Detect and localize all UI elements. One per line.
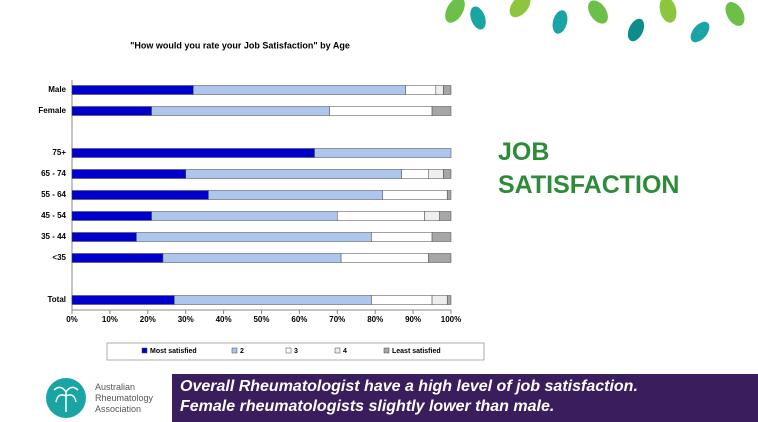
bar-segment — [71, 253, 164, 263]
x-tick-label: 20% — [140, 315, 156, 324]
banner: Overall Rheumatologist have a high level… — [172, 374, 758, 422]
legend-swatch — [334, 347, 341, 354]
logo-line: Australian — [95, 382, 136, 392]
bar-segment — [193, 85, 406, 95]
bar-segment — [71, 190, 209, 200]
leaf — [690, 21, 710, 43]
bar-segment — [371, 295, 433, 305]
bar-segment — [136, 232, 372, 242]
x-tick-label: 60% — [291, 315, 307, 324]
bar-segment — [405, 85, 437, 95]
y-tick-label: <35 — [52, 253, 66, 262]
x-tick-label: 70% — [329, 315, 345, 324]
y-tick-label: Female — [38, 106, 66, 115]
leaf — [725, 2, 745, 26]
bar-segment — [71, 295, 175, 305]
banner-line: Female rheumatologists slightly lower th… — [180, 398, 555, 415]
bar-segment — [208, 190, 384, 200]
logo-line: Rheumatology — [95, 393, 154, 403]
bar-segment — [382, 190, 448, 200]
bar-segment — [174, 295, 372, 305]
bar-segment — [443, 169, 452, 179]
bar-segment — [151, 211, 338, 221]
bar-segment — [337, 211, 425, 221]
bar-segment — [340, 253, 429, 263]
chart-title: "How would you rate your Job Satisfactio… — [130, 40, 350, 50]
leaf — [445, 0, 465, 23]
y-tick-label: 35 - 44 — [41, 232, 66, 241]
bar-segment — [185, 169, 402, 179]
x-tick-label: 80% — [367, 315, 383, 324]
bar-segment — [424, 211, 440, 221]
legend-swatch — [383, 347, 390, 354]
x-tick-label: 90% — [405, 315, 421, 324]
bar-segment — [431, 295, 448, 305]
legend-label: 4 — [343, 348, 347, 355]
bar-segment — [446, 295, 452, 305]
x-tick-label: 30% — [178, 315, 194, 324]
bar-segment — [401, 169, 429, 179]
y-tick-label: 75+ — [52, 148, 66, 157]
leaf — [588, 0, 608, 24]
leaf — [627, 18, 645, 42]
logo-text: Australian Rheumatology Association — [95, 382, 153, 415]
bar-segment — [162, 253, 342, 263]
bar-segment — [371, 232, 433, 242]
bar-segment — [71, 106, 152, 116]
bar-segment — [71, 211, 152, 221]
bar-segment — [71, 169, 186, 179]
leaf — [552, 10, 568, 34]
x-tick-label: 10% — [102, 315, 118, 324]
banner-line: Overall Rheumatologist have a high level… — [180, 378, 638, 395]
bar-segment — [439, 211, 452, 221]
bar-segment — [71, 232, 137, 242]
legend-label: 2 — [240, 348, 244, 355]
bar-segment — [71, 85, 194, 95]
bar-segment — [329, 106, 433, 116]
bar-segment — [431, 106, 452, 116]
bar-segment — [71, 148, 315, 158]
bar-segment — [435, 85, 444, 95]
x-tick-label: 100% — [441, 315, 461, 324]
leaf — [509, 0, 531, 18]
legend-label: Least satisfied — [392, 348, 441, 355]
legend-swatch — [231, 347, 238, 354]
leaf — [470, 6, 486, 30]
legend-box — [106, 342, 485, 361]
bar-segment — [446, 190, 452, 200]
y-tick-label: 65 - 74 — [41, 169, 66, 178]
y-tick-label: Total — [47, 295, 66, 304]
logo-tree — [53, 386, 79, 412]
bar-segment — [443, 85, 452, 95]
bar-segment — [428, 169, 444, 179]
bar-segment — [431, 232, 452, 242]
bar-segment — [151, 106, 330, 116]
x-tick-label: 40% — [216, 315, 232, 324]
x-tick-label: 50% — [253, 315, 269, 324]
leaves — [445, 0, 745, 43]
leaf — [659, 0, 677, 23]
y-tick-label: 55 - 64 — [41, 190, 66, 199]
legend-swatch — [141, 347, 148, 354]
bar-segment — [428, 253, 452, 263]
logo-line: Association — [95, 404, 142, 414]
legend-swatch — [285, 347, 292, 354]
legend-label: Most satisfied — [150, 348, 197, 355]
slide-title: JOB SATISFACTION — [498, 138, 680, 199]
y-tick-label: Male — [48, 85, 66, 94]
legend-label: 3 — [294, 348, 298, 355]
y-tick-label: 45 - 54 — [41, 211, 66, 220]
bar-segment — [314, 148, 452, 158]
x-tick-label: 0% — [66, 315, 78, 324]
